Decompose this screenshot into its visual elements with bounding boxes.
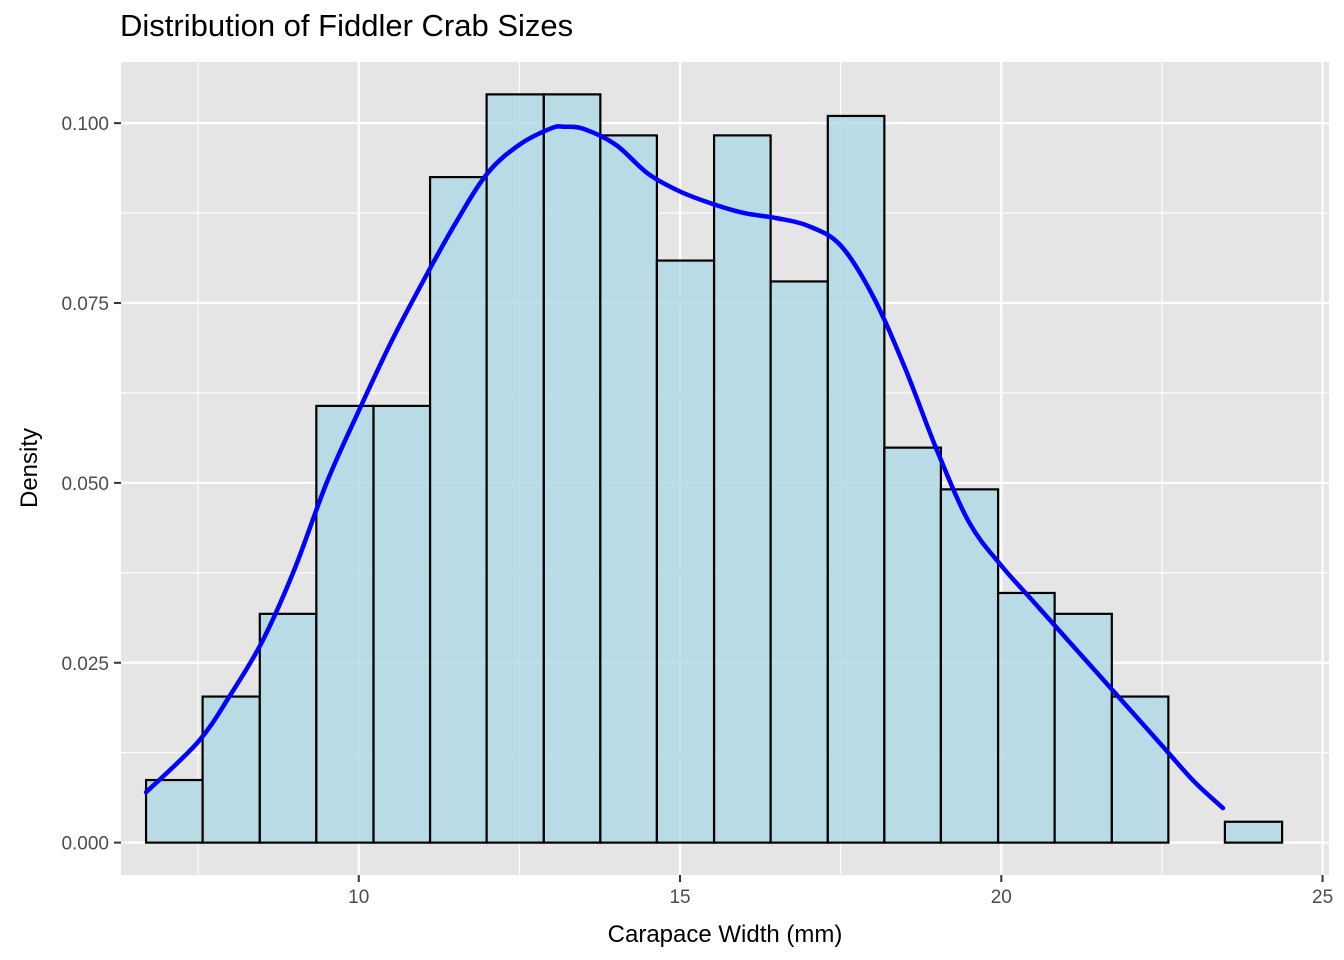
histogram-bar — [883, 446, 942, 844]
y-tick-label: 0.025 — [61, 654, 109, 675]
y-axis-title: Density — [16, 428, 43, 508]
histogram-bar — [826, 114, 886, 844]
x-axis-title: Carapace Width (mm) — [608, 921, 843, 948]
histogram-bar — [542, 93, 602, 844]
histogram-bar — [599, 134, 658, 844]
x-tick-label: 15 — [669, 887, 690, 908]
density-curve-group — [143, 124, 1226, 811]
histogram-bar — [428, 176, 488, 844]
histogram-bar — [201, 695, 261, 844]
histogram-bars — [144, 93, 1284, 844]
histogram-bar — [769, 280, 829, 844]
histogram-bar — [655, 259, 716, 844]
x-tick-label: 25 — [1312, 887, 1333, 908]
y-tick-label: 0.075 — [61, 294, 109, 315]
histogram-bar — [712, 134, 772, 844]
x-tick-label: 10 — [348, 887, 369, 908]
y-tick-label: 0.100 — [61, 114, 109, 135]
histogram-bar — [1053, 612, 1113, 844]
histogram-bar — [939, 488, 1000, 844]
histogram-bar — [485, 93, 545, 844]
chart-title: Distribution of Fiddler Crab Sizes — [120, 8, 574, 43]
histogram-bar — [315, 404, 375, 844]
axes: 10 15 20 25 0.000 0.025 0.050 0.075 0.100 — [61, 114, 1333, 908]
histogram-bar — [258, 612, 318, 844]
histogram-bar — [1223, 820, 1284, 844]
histogram-bar — [372, 404, 432, 844]
y-tick-label: 0.050 — [61, 474, 109, 495]
histogram-bar — [996, 591, 1056, 844]
y-tick-label: 0.000 — [61, 834, 109, 855]
density-curve — [143, 124, 1226, 811]
histogram-bar — [144, 778, 204, 844]
x-tick-label: 20 — [991, 887, 1012, 908]
